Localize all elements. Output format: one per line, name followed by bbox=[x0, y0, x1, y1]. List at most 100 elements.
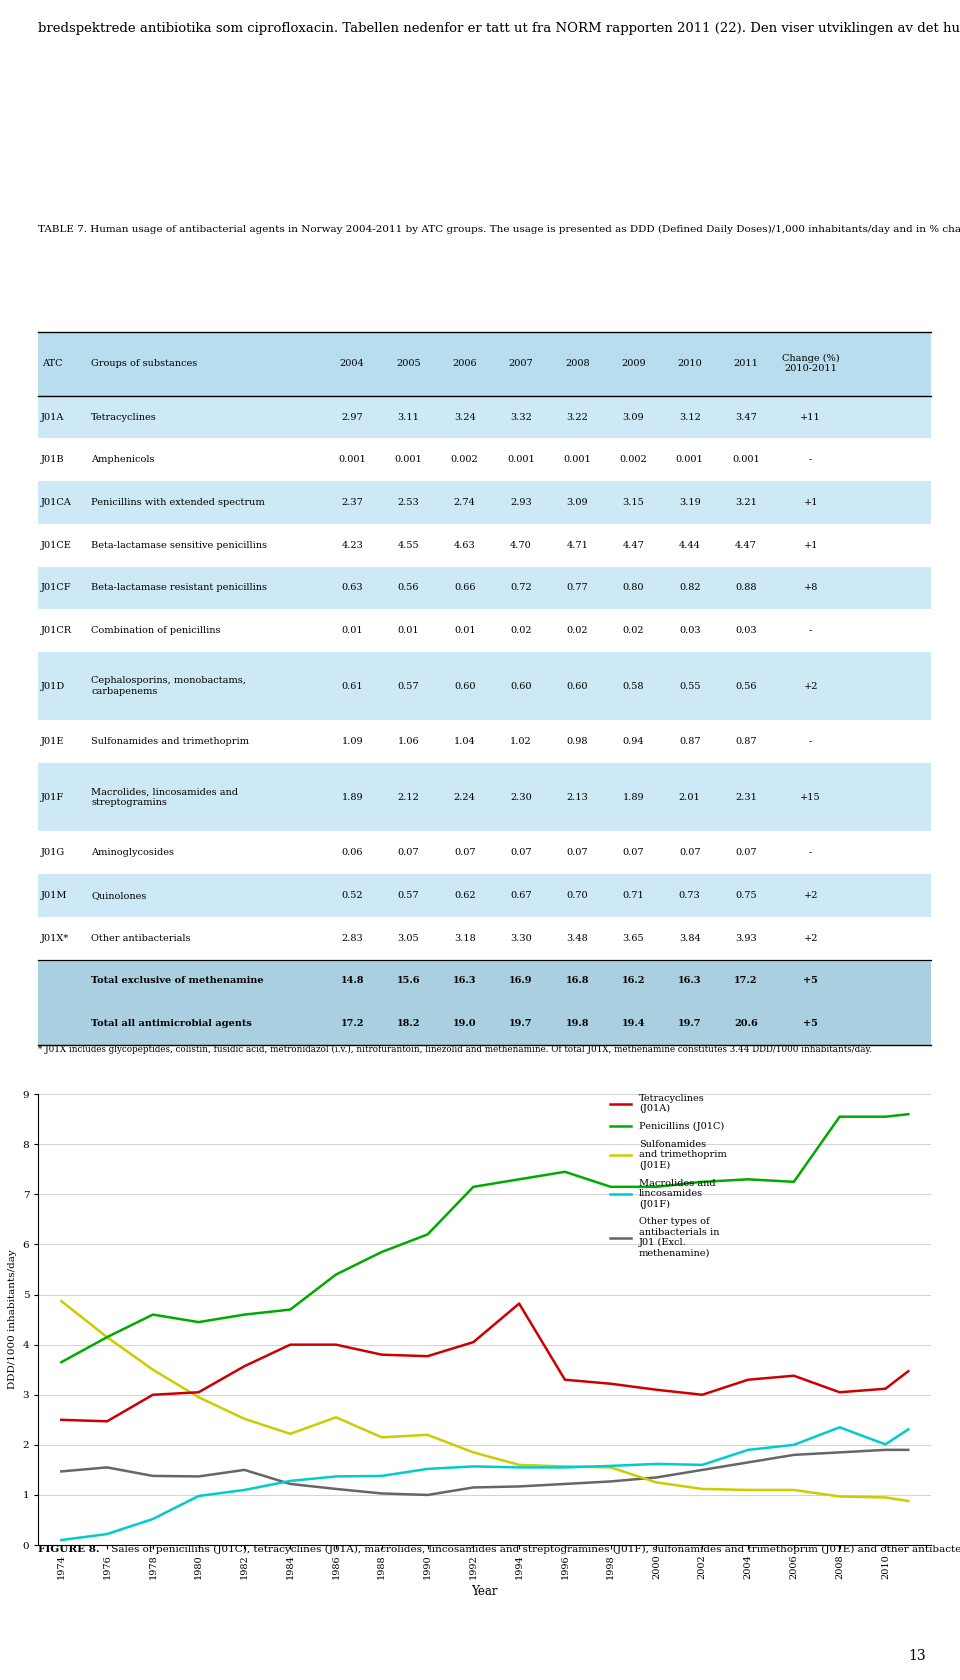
Text: 0.001: 0.001 bbox=[676, 455, 704, 464]
Text: 0.77: 0.77 bbox=[566, 583, 588, 593]
Text: 16.9: 16.9 bbox=[509, 976, 533, 986]
Text: 0.62: 0.62 bbox=[454, 890, 475, 900]
Text: 19.4: 19.4 bbox=[622, 1020, 645, 1028]
Text: 0.61: 0.61 bbox=[342, 682, 363, 690]
Text: 2010: 2010 bbox=[678, 360, 702, 368]
Text: Sales of penicillins (J01C), tetracyclines (J01A), macrolides, lincosamides and : Sales of penicillins (J01C), tetracyclin… bbox=[108, 1546, 960, 1554]
Text: 2.31: 2.31 bbox=[735, 793, 756, 801]
Text: 3.15: 3.15 bbox=[623, 497, 644, 507]
Text: 0.07: 0.07 bbox=[510, 848, 532, 857]
Text: 0.87: 0.87 bbox=[735, 738, 756, 746]
Text: 16.2: 16.2 bbox=[622, 976, 645, 986]
Text: 19.8: 19.8 bbox=[565, 1020, 588, 1028]
Text: 3.05: 3.05 bbox=[397, 934, 420, 942]
Text: Combination of penicillins: Combination of penicillins bbox=[91, 627, 221, 635]
Text: -: - bbox=[809, 738, 812, 746]
Text: 3.21: 3.21 bbox=[735, 497, 756, 507]
Text: 0.73: 0.73 bbox=[679, 890, 701, 900]
Text: 0.88: 0.88 bbox=[735, 583, 756, 593]
Text: -: - bbox=[809, 848, 812, 857]
Text: 0.70: 0.70 bbox=[566, 890, 588, 900]
Text: 2.24: 2.24 bbox=[454, 793, 475, 801]
Text: 19.7: 19.7 bbox=[509, 1020, 533, 1028]
Bar bbox=[38, 396, 931, 438]
Text: 0.72: 0.72 bbox=[510, 583, 532, 593]
Text: Macrolides, lincosamides and
streptogramins: Macrolides, lincosamides and streptogram… bbox=[91, 788, 238, 806]
Text: 4.63: 4.63 bbox=[454, 541, 475, 549]
Text: Sulfonamides and trimethoprim: Sulfonamides and trimethoprim bbox=[91, 738, 249, 746]
Text: +2: +2 bbox=[804, 890, 818, 900]
Text: FIGURE 8.: FIGURE 8. bbox=[38, 1546, 100, 1554]
Text: 16.3: 16.3 bbox=[678, 976, 702, 986]
Text: 0.002: 0.002 bbox=[451, 455, 479, 464]
Text: 0.06: 0.06 bbox=[342, 848, 363, 857]
Text: Beta-lactamase sensitive penicillins: Beta-lactamase sensitive penicillins bbox=[91, 541, 267, 549]
Text: 3.18: 3.18 bbox=[454, 934, 475, 942]
Text: 19.0: 19.0 bbox=[453, 1020, 476, 1028]
Text: +2: +2 bbox=[804, 934, 818, 942]
Bar bbox=[38, 652, 931, 721]
Text: 15.6: 15.6 bbox=[396, 976, 420, 986]
Bar bbox=[38, 763, 931, 832]
Text: 0.01: 0.01 bbox=[342, 627, 363, 635]
Text: 0.57: 0.57 bbox=[397, 890, 420, 900]
Text: 2.37: 2.37 bbox=[342, 497, 363, 507]
Text: 2007: 2007 bbox=[509, 360, 534, 368]
Text: Amphenicols: Amphenicols bbox=[91, 455, 155, 464]
Text: 0.02: 0.02 bbox=[623, 627, 644, 635]
Text: 20.6: 20.6 bbox=[734, 1020, 757, 1028]
Text: 0.94: 0.94 bbox=[623, 738, 644, 746]
Text: 0.60: 0.60 bbox=[454, 682, 475, 690]
Text: Penicillins with extended spectrum: Penicillins with extended spectrum bbox=[91, 497, 265, 507]
Text: 3.84: 3.84 bbox=[679, 934, 701, 942]
Text: J01CA: J01CA bbox=[41, 497, 72, 507]
Text: 3.24: 3.24 bbox=[454, 413, 475, 422]
Text: 2.13: 2.13 bbox=[566, 793, 588, 801]
Text: 3.47: 3.47 bbox=[735, 413, 756, 422]
Text: -: - bbox=[809, 627, 812, 635]
Text: 0.63: 0.63 bbox=[342, 583, 363, 593]
Text: +15: +15 bbox=[801, 793, 821, 801]
Bar bbox=[38, 480, 931, 524]
Bar bbox=[38, 331, 931, 396]
Text: 17.2: 17.2 bbox=[734, 976, 757, 986]
Text: 0.55: 0.55 bbox=[679, 682, 701, 690]
Text: 4.47: 4.47 bbox=[622, 541, 644, 549]
Bar bbox=[38, 874, 931, 917]
Text: J01CE: J01CE bbox=[41, 541, 72, 549]
Text: Quinolones: Quinolones bbox=[91, 890, 147, 900]
Text: 4.71: 4.71 bbox=[566, 541, 588, 549]
Text: 16.3: 16.3 bbox=[453, 976, 476, 986]
Text: J01A: J01A bbox=[41, 413, 64, 422]
Text: J01F: J01F bbox=[41, 793, 64, 801]
Text: J01D: J01D bbox=[41, 682, 65, 690]
Text: ATC: ATC bbox=[42, 360, 62, 368]
Text: 17.2: 17.2 bbox=[341, 1020, 364, 1028]
Bar bbox=[38, 832, 931, 874]
Text: 0.56: 0.56 bbox=[397, 583, 420, 593]
Text: 0.03: 0.03 bbox=[679, 627, 701, 635]
Text: 0.07: 0.07 bbox=[454, 848, 475, 857]
Text: 0.02: 0.02 bbox=[510, 627, 532, 635]
Text: 2006: 2006 bbox=[452, 360, 477, 368]
Text: 18.2: 18.2 bbox=[396, 1020, 420, 1028]
Text: 0.07: 0.07 bbox=[623, 848, 644, 857]
Text: 0.01: 0.01 bbox=[454, 627, 475, 635]
Text: 0.001: 0.001 bbox=[564, 455, 591, 464]
Text: 0.58: 0.58 bbox=[623, 682, 644, 690]
Text: 2009: 2009 bbox=[621, 360, 646, 368]
Text: Other antibacterials: Other antibacterials bbox=[91, 934, 191, 942]
Text: 4.55: 4.55 bbox=[397, 541, 420, 549]
Text: J01M: J01M bbox=[41, 890, 67, 900]
Text: 1.89: 1.89 bbox=[342, 793, 363, 801]
Text: 1.02: 1.02 bbox=[510, 738, 532, 746]
Text: J01B: J01B bbox=[41, 455, 64, 464]
Text: 0.001: 0.001 bbox=[338, 455, 366, 464]
Text: 1.09: 1.09 bbox=[342, 738, 363, 746]
Text: 0.80: 0.80 bbox=[623, 583, 644, 593]
Text: 2008: 2008 bbox=[564, 360, 589, 368]
Text: 2011: 2011 bbox=[733, 360, 758, 368]
Text: 1.04: 1.04 bbox=[454, 738, 475, 746]
Text: 4.70: 4.70 bbox=[510, 541, 532, 549]
Text: 16.8: 16.8 bbox=[565, 976, 588, 986]
